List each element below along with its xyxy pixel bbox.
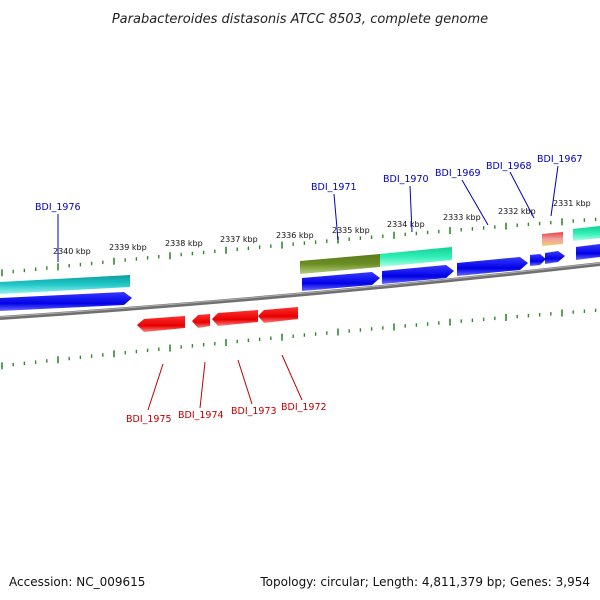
cds-forward-1968[interactable] [530,254,546,266]
cds-forward-1967[interactable] [545,251,565,264]
gene-label-bdi-1974[interactable]: BDI_1974 [178,410,224,421]
cds-forward-1970[interactable] [382,265,454,284]
cds-forward-edge[interactable] [576,244,600,260]
gene-label-bdi-1976[interactable]: BDI_1976 [35,202,81,213]
genome-backbone [0,262,600,320]
scale-label-2340: 2340 kbp [53,247,91,256]
gene-label-bdi-1973[interactable]: BDI_1973 [231,406,277,417]
scale-label-2336: 2336 kbp [276,231,314,240]
cds-reverse-1974[interactable] [192,314,210,328]
accession-text: Accession: NC_009615 [9,575,145,589]
forward-leader-lines [57,165,559,262]
cds-reverse-1972[interactable] [258,307,298,323]
inner-tick-ring [1,308,597,370]
feature-mint-edge[interactable] [573,226,600,241]
map-title: Parabacteroides distasonis ATCC 8503, co… [112,12,488,27]
topology-summary: Topology: circular; Length: 4,811,379 bp… [259,575,590,589]
feature-cyan[interactable] [0,275,130,294]
scale-label-2335: 2335 kbp [332,226,370,235]
feature-olive[interactable] [300,254,380,274]
gene-label-bdi-1967[interactable]: BDI_1967 [537,154,583,165]
cds-forward-1976[interactable] [0,292,132,311]
scale-label-2332: 2332 kbp [498,207,536,216]
scale-label-2339: 2339 kbp [109,243,147,252]
gene-label-bdi-1975[interactable]: BDI_1975 [126,414,172,425]
scale-label-2337: 2337 kbp [220,235,258,244]
scale-label-2331: 2331 kbp [553,199,591,208]
scale-label-2334: 2334 kbp [387,220,425,229]
cds-reverse-1973[interactable] [212,310,258,326]
cds-forward-1969[interactable] [457,257,528,276]
cds-reverse-1975[interactable] [137,316,185,332]
genome-backbone-highlight [0,262,600,318]
outer-tick-ring [1,217,597,277]
feature-mint[interactable] [380,247,452,267]
feature-small[interactable] [542,232,563,246]
gene-label-bdi-1969[interactable]: BDI_1969 [435,168,481,179]
scale-label-2338: 2338 kbp [165,239,203,248]
cds-forward-1971[interactable] [302,272,380,291]
scale-label-2333: 2333 kbp [443,213,481,222]
gene-label-bdi-1972[interactable]: BDI_1972 [281,402,327,413]
gene-label-bdi-1971[interactable]: BDI_1971 [311,182,357,193]
reverse-leader-lines [147,354,303,411]
gene-label-bdi-1968[interactable]: BDI_1968 [486,161,532,172]
gene-label-bdi-1970[interactable]: BDI_1970 [383,174,429,185]
